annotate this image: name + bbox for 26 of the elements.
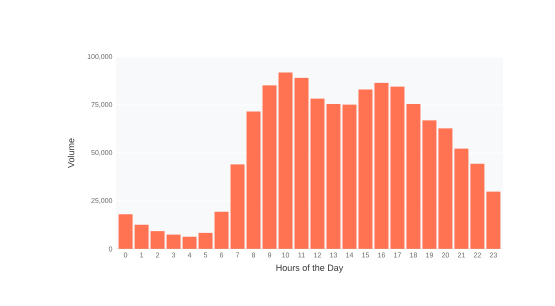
bar — [406, 104, 420, 249]
bar — [310, 98, 324, 249]
bar — [454, 148, 468, 249]
bar — [262, 85, 277, 249]
bar — [278, 72, 293, 249]
bar — [422, 120, 436, 249]
bar — [166, 234, 181, 249]
bar — [470, 164, 484, 249]
bar — [182, 236, 197, 249]
bar — [438, 128, 452, 249]
bar — [246, 112, 261, 249]
bar — [214, 212, 229, 249]
bar — [390, 86, 404, 249]
bar — [118, 214, 133, 249]
bar — [326, 104, 340, 249]
bar — [358, 89, 372, 249]
bar — [374, 82, 388, 249]
bar — [342, 104, 356, 249]
x-axis-title: Hours of the Day — [276, 264, 344, 273]
bar — [230, 164, 245, 249]
bar — [150, 231, 165, 249]
bar — [198, 232, 213, 249]
y-axis-title: Volume — [68, 138, 74, 168]
bar — [486, 192, 500, 249]
bar — [294, 78, 309, 249]
bar — [134, 224, 149, 249]
